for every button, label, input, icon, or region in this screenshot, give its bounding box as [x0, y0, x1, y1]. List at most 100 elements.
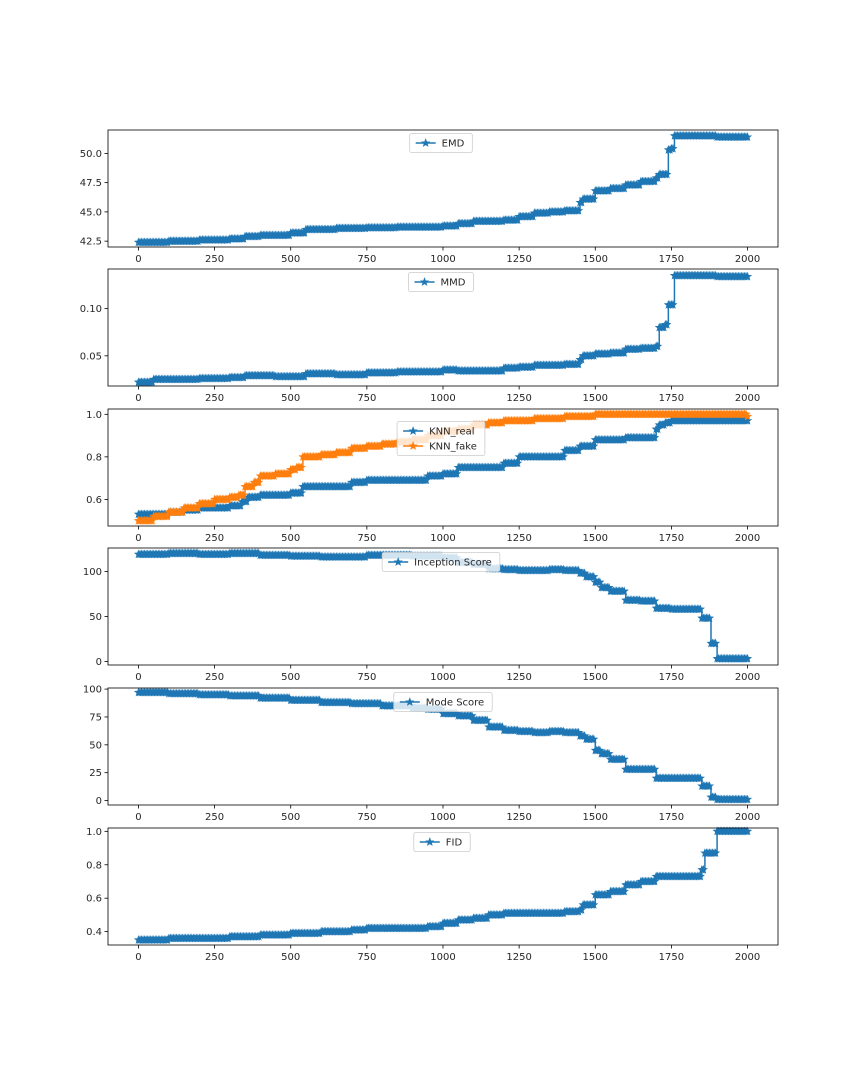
y-tick-label: 50.0	[80, 149, 102, 160]
x-tick-label: 1250	[506, 393, 531, 404]
y-tick-label: 0.6	[86, 894, 102, 905]
y-tick-label: 0.10	[80, 304, 102, 315]
subplot-4: 0 250 500 750 1000 1250 1500 1750 2000 0 50 100 Ince…	[83, 547, 779, 683]
legend-label: EMD	[442, 139, 465, 150]
x-tick-label: 2000	[735, 952, 760, 963]
data-point	[742, 415, 753, 425]
x-tick-label: 1500	[583, 533, 608, 544]
y-tick-label: 42.5	[80, 237, 102, 248]
data-point	[662, 169, 672, 179]
y-tick-label: 47.5	[80, 178, 102, 189]
y-tick-label: 50	[89, 612, 102, 623]
legend-label: FID	[446, 838, 463, 849]
x-tick-label: 250	[205, 952, 224, 963]
legend-marker	[425, 837, 435, 846]
x-tick-label: 750	[357, 533, 376, 544]
x-tick-label: 1750	[659, 672, 684, 683]
legend-box	[381, 552, 501, 572]
x-tick-label: 2000	[735, 393, 760, 404]
y-axis: 0.05 0.10	[80, 304, 108, 362]
y-tick-label: 25	[89, 768, 102, 779]
data-point	[650, 764, 660, 774]
y-axis: 0.4 0.6 0.8 1.0	[86, 827, 108, 938]
data-point	[604, 582, 614, 592]
x-tick-label: 750	[357, 952, 376, 963]
legend-label: KNN_real	[429, 427, 474, 438]
data-point	[604, 748, 614, 758]
data-point	[576, 905, 587, 914]
x-tick-label: 1500	[583, 393, 608, 404]
x-tick-label: 250	[205, 254, 224, 265]
data-point	[619, 586, 629, 596]
data-point	[742, 132, 753, 141]
legend-marker	[393, 557, 403, 566]
data-point	[650, 432, 660, 442]
x-tick-label: 250	[205, 672, 224, 683]
data-point	[589, 571, 599, 581]
x-tick-label: 1750	[659, 254, 684, 265]
y-axis: 0 50 100	[83, 567, 108, 668]
legend-label: KNN_fake	[429, 442, 477, 453]
data-point	[742, 794, 753, 804]
series-inception-score	[133, 548, 753, 663]
x-tick-label: 250	[205, 533, 224, 544]
x-tick-label: 1500	[583, 952, 608, 963]
x-tick-label: 750	[357, 672, 376, 683]
x-tick-label: 0	[135, 952, 141, 963]
series-fid	[133, 826, 753, 944]
legend-box	[413, 832, 471, 852]
x-tick-label: 2000	[735, 533, 760, 544]
x-tick-label: 250	[205, 393, 224, 404]
data-point	[589, 194, 599, 203]
data-point	[653, 341, 663, 351]
x-axis: 0 250 500 750 1000 1250 1500 1750 2000	[135, 386, 760, 404]
y-tick-label: 0.4	[86, 927, 102, 938]
x-tick-label: 750	[357, 393, 376, 404]
legend-label: Mode Score	[426, 698, 484, 709]
x-tick-label: 2000	[735, 672, 760, 683]
x-tick-label: 1250	[506, 533, 531, 544]
x-tick-label: 1000	[430, 533, 455, 544]
data-point	[589, 441, 599, 451]
data-point	[296, 488, 306, 497]
x-tick-label: 2000	[735, 812, 760, 823]
x-tick-label: 500	[281, 672, 300, 683]
data-point	[238, 490, 249, 500]
legend-marker	[419, 277, 430, 286]
data-point	[589, 734, 599, 744]
y-tick-label: 1.0	[86, 410, 102, 421]
data-point	[695, 604, 705, 614]
x-tick-label: 2000	[735, 254, 760, 265]
x-tick-label: 0	[135, 672, 141, 683]
y-tick-label: 50	[89, 740, 102, 751]
data-point	[742, 826, 753, 836]
x-axis: 0 250 500 750 1000 1250 1500 1750 2000	[135, 945, 760, 963]
y-tick-label: 100	[83, 685, 102, 696]
legend: Inception Score	[381, 552, 501, 572]
data-point	[619, 754, 629, 764]
x-tick-label: 1000	[430, 812, 455, 823]
data-point	[558, 452, 568, 461]
x-tick-label: 0	[135, 533, 141, 544]
legend-box	[396, 421, 486, 456]
legend-entry: KNN_fake	[403, 441, 477, 453]
series-emd	[133, 131, 753, 247]
x-tick-label: 500	[281, 533, 300, 544]
legend-entry: EMD	[415, 138, 465, 150]
x-tick-label: 750	[357, 254, 376, 265]
x-tick-label: 750	[357, 812, 376, 823]
x-tick-label: 1750	[659, 812, 684, 823]
x-tick-label: 1000	[430, 672, 455, 683]
data-point	[650, 596, 660, 606]
x-tick-label: 500	[281, 952, 300, 963]
subplot-2: 0 250 500 750 1000 1250 1500 1750 2000 0.05 0.10 MM…	[80, 268, 779, 404]
data-point	[580, 568, 590, 578]
data-point	[467, 711, 477, 720]
data-point	[573, 359, 584, 369]
legend-entry: Mode Score	[399, 697, 484, 709]
y-tick-label: 75	[89, 712, 102, 723]
y-tick-label: 45.0	[80, 207, 102, 218]
legend-label: Inception Score	[414, 558, 492, 569]
y-tick-label: 100	[83, 567, 102, 578]
